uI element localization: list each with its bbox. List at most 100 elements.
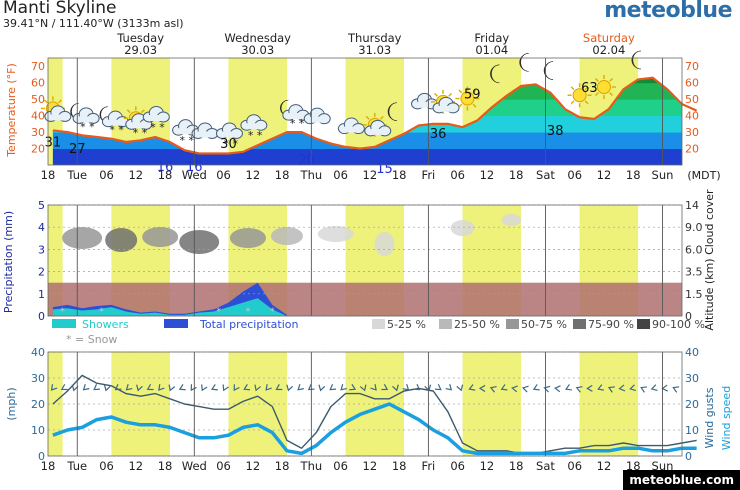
wind-direction-arrow: [243, 384, 251, 391]
temperature-tick-left: 60: [31, 77, 45, 90]
wind-direction-arrow: [424, 384, 432, 392]
time-tick-label: 06: [567, 168, 582, 182]
sun-ray: [609, 78, 613, 82]
cloud-snow-icon: * *: [240, 114, 268, 142]
sun-ray: [458, 89, 463, 94]
sun-ray: [472, 103, 477, 108]
cloud-body: [176, 128, 193, 135]
wind-tick-left: 30: [31, 372, 45, 385]
cloud-body: [286, 113, 303, 120]
temperature-value-label: 15: [376, 162, 393, 177]
brand-logo[interactable]: meteoblue: [604, 0, 732, 23]
time-tick-label: Tue: [66, 168, 87, 182]
day-name: Friday: [474, 31, 509, 45]
wind-direction-arrow: [543, 385, 551, 393]
wind-tick-right: 10: [685, 424, 699, 437]
wind-direction-arrow: [456, 384, 464, 392]
temperature-value-label: 16: [186, 160, 203, 175]
legend-label: Total precipitation: [199, 318, 299, 331]
sun-ray: [570, 100, 575, 105]
snowflake: *: [89, 120, 95, 133]
wind-direction-arrow: [158, 384, 165, 391]
wind-direction-arrow: [210, 384, 218, 391]
cloud-body: [437, 105, 454, 112]
time-tick-label: 18: [392, 168, 407, 182]
altitude-tick: 1.5: [685, 288, 703, 301]
altitude-tick: 3.5: [685, 266, 703, 279]
temperature-value-label: 38: [547, 124, 564, 139]
sun-ray: [472, 89, 477, 94]
moon-icon: [519, 53, 529, 72]
wind-direction-arrow: [307, 383, 315, 391]
cloud-moon-snow-icon: * *: [70, 103, 100, 133]
low-cloud-band: [48, 282, 682, 316]
time-tick-label: 06: [450, 459, 465, 473]
legend-swatch: [439, 319, 452, 329]
cloud-body: [196, 131, 213, 138]
time-tick-label: 12: [246, 168, 261, 182]
sun-ray: [594, 92, 599, 97]
altitude-tick: 6.0: [685, 243, 703, 256]
snowflake: *: [159, 121, 165, 134]
snow-marker: *: [216, 307, 221, 317]
plot-frame: [47, 351, 683, 457]
cloud-cover-area: [179, 230, 220, 254]
snow-marker: *: [246, 307, 251, 317]
wind-direction-arrow: [402, 383, 410, 391]
sun-disc: [572, 88, 587, 103]
time-tick-label: Wed: [182, 168, 207, 182]
cloud-body: [368, 128, 385, 135]
time-tick-label: 18: [275, 168, 290, 182]
legend-swatch: [52, 319, 76, 328]
time-tick-label: 06: [333, 168, 348, 182]
time-tick-label: 12: [363, 459, 378, 473]
wind-direction-arrow: [275, 384, 283, 391]
sun-ray: [609, 92, 613, 97]
cloud-sun-snow-icon: * *: [123, 106, 153, 139]
snowflake: *: [257, 129, 263, 142]
wind-direction-arrow: [329, 383, 337, 391]
credit-link[interactable]: meteoblue.com: [623, 470, 740, 490]
sun-disc: [596, 80, 611, 95]
wind-direction-arrow: [286, 384, 294, 392]
cloud-cover-area: [105, 228, 138, 252]
cloud-moon-snow-icon: * *: [280, 99, 310, 130]
legend-swatch: [164, 319, 188, 328]
wind-direction-arrow: [168, 384, 176, 392]
snowflake: *: [80, 120, 86, 133]
wind-direction-arrow: [190, 384, 197, 392]
time-tick-label: 06: [99, 168, 114, 182]
plot-frame: [47, 204, 683, 317]
altitude-tick: 0: [685, 310, 692, 323]
sun-ray: [584, 100, 589, 105]
temperature-value-label: 63: [581, 81, 598, 96]
sun-ray: [43, 99, 48, 104]
sun-ray: [365, 115, 370, 120]
daylight-band: [462, 352, 522, 456]
wind-direction-arrow: [146, 384, 154, 391]
wind-direction-arrow: [71, 384, 79, 392]
day-name: Saturday: [583, 31, 635, 45]
snowflake: *: [180, 134, 186, 147]
legend-label: 75-90 %: [588, 318, 634, 331]
wind-tick-left: 20: [31, 398, 45, 411]
legend-label: * = Snow: [66, 333, 117, 346]
precip-tick: 5: [38, 199, 45, 212]
wind-direction-arrow: [60, 384, 68, 391]
cloud-body: [220, 131, 237, 138]
time-tick-label: Wed: [182, 459, 207, 473]
cloud-cover-area: [450, 220, 475, 236]
precip-tick: 3: [38, 243, 45, 256]
wind-tick-left: 40: [31, 346, 45, 359]
time-tick-label: 06: [216, 168, 231, 182]
temperature-band: [52, 156, 682, 162]
time-tick-label: 18: [158, 459, 173, 473]
temperature-line: [52, 76, 698, 155]
cloud-snow-icon: * *: [142, 106, 170, 134]
wind-direction-arrow: [586, 384, 593, 392]
day-name: Tuesday: [116, 31, 164, 45]
sun-ray: [448, 92, 453, 97]
sun-ray: [594, 78, 599, 82]
location-coordinates: 39.41°N / 111.40°W (3133m asl): [3, 17, 184, 30]
